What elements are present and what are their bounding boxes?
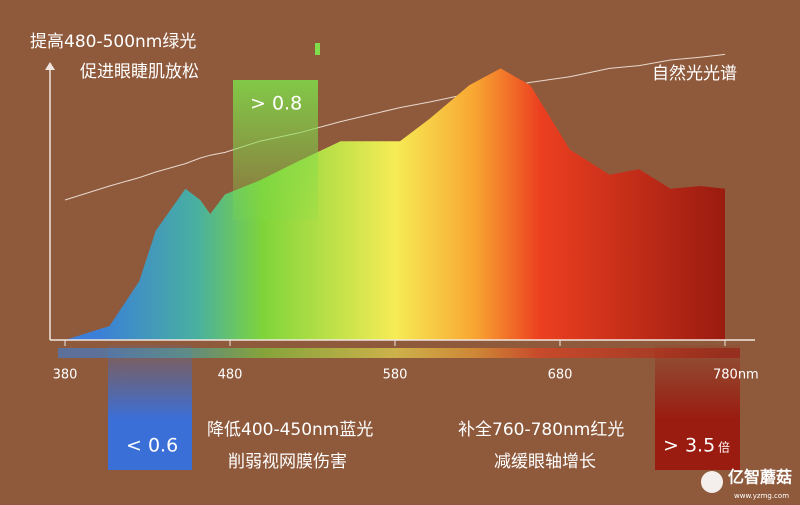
spectrum-area xyxy=(65,68,725,341)
red-box xyxy=(655,345,740,470)
legend-label: 自然光光谱 xyxy=(652,64,737,84)
x-tick-label: 380 xyxy=(53,368,78,383)
red-unit: 倍 xyxy=(718,440,730,455)
green-marker xyxy=(315,43,320,55)
plot xyxy=(64,53,726,341)
logo xyxy=(701,471,723,493)
blue-value: < 0.6 xyxy=(126,435,178,457)
y-arrow xyxy=(45,62,55,70)
watermark: 亿智蘑菇 xyxy=(728,468,792,487)
red-sub: 减缓眼轴增长 xyxy=(494,452,596,472)
red-value: > 3.5 xyxy=(663,435,715,457)
green-value: > 0.8 xyxy=(250,93,302,115)
x-tick-label: 480 xyxy=(218,368,243,383)
blue-box xyxy=(108,345,192,470)
blue-sub: 削弱视网膜伤害 xyxy=(228,452,347,472)
ruler xyxy=(58,348,740,358)
green-title: 提高480-500nm绿光 xyxy=(30,32,196,52)
x-tick-label: 780nm xyxy=(713,368,759,383)
blue-title: 降低400-450nm蓝光 xyxy=(207,420,373,440)
red-title: 补全760-780nm红光 xyxy=(458,420,624,440)
x-tick-label: 680 xyxy=(548,368,573,383)
natural-light-line xyxy=(64,53,726,201)
green-box xyxy=(233,80,318,220)
x-tick-label: 580 xyxy=(383,368,408,383)
watermark-url: www.yzmg.com xyxy=(734,492,789,500)
green-sub: 促进眼睫肌放松 xyxy=(80,62,199,82)
